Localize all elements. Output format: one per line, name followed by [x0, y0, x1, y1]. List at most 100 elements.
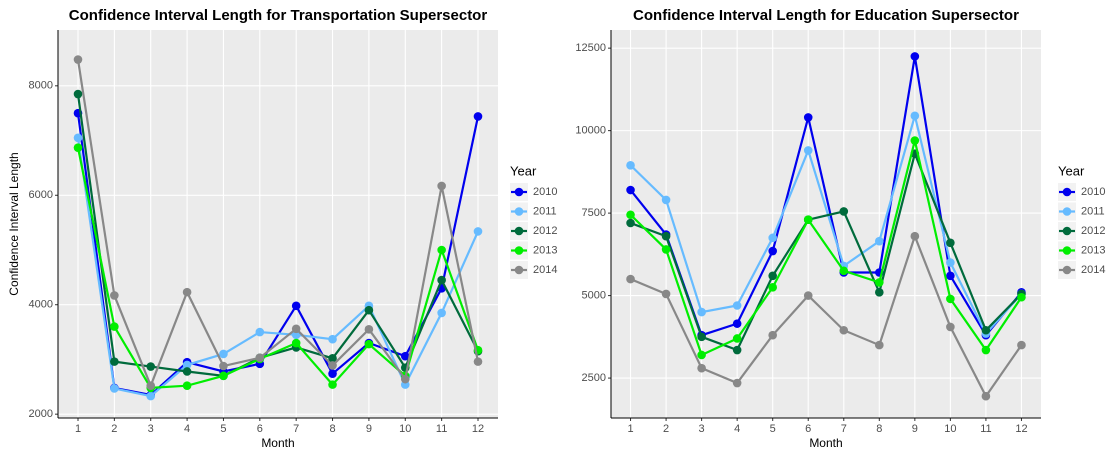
point	[697, 350, 706, 360]
y-tick-label: 2000	[29, 408, 53, 420]
point	[328, 369, 337, 378]
point	[364, 325, 374, 334]
x-tick-label: 7	[293, 423, 299, 435]
point	[291, 301, 301, 311]
legend-label: 2014	[533, 264, 557, 276]
point	[732, 334, 742, 343]
y-tick-label: 2500	[582, 372, 606, 384]
plot-background	[58, 30, 498, 418]
y-tick-label: 7500	[582, 207, 606, 219]
point	[697, 363, 706, 373]
point	[1017, 292, 1026, 302]
point	[73, 133, 83, 143]
x-tick-label: 9	[912, 423, 918, 435]
legend-point	[514, 226, 524, 236]
point	[910, 52, 920, 61]
plot-background	[611, 30, 1041, 418]
point	[732, 301, 742, 310]
x-tick-label: 3	[699, 423, 705, 435]
point	[110, 322, 119, 331]
point	[839, 207, 849, 216]
x-tick-label: 1	[75, 423, 81, 435]
point	[661, 195, 671, 205]
point	[910, 111, 920, 121]
point	[626, 218, 635, 228]
point	[768, 246, 777, 256]
x-tick-label: 12	[1015, 423, 1027, 435]
point	[697, 332, 706, 342]
x-axis-title: Month	[809, 436, 842, 450]
point	[146, 381, 156, 391]
legend-point	[1062, 246, 1072, 255]
y-tick-label: 10000	[575, 125, 606, 137]
point	[661, 289, 671, 299]
legend-point	[1062, 226, 1072, 236]
x-tick-label: 8	[876, 423, 882, 435]
point	[875, 236, 884, 246]
point	[437, 308, 446, 318]
point	[182, 381, 192, 391]
point	[626, 160, 635, 170]
point	[768, 330, 777, 340]
point	[219, 361, 228, 371]
legend-point	[514, 265, 524, 275]
legend-label: 2010	[533, 186, 557, 198]
x-tick-label: 11	[436, 423, 447, 435]
legend-title: Year	[510, 163, 537, 178]
point	[291, 324, 301, 334]
point	[219, 371, 228, 381]
point	[364, 305, 374, 315]
x-tick-label: 7	[841, 423, 847, 435]
point	[437, 181, 446, 191]
point	[400, 351, 410, 361]
legend-label: 2013	[533, 244, 557, 256]
point	[110, 357, 119, 366]
point	[946, 271, 955, 281]
point	[291, 338, 301, 348]
point	[437, 275, 446, 285]
point	[697, 307, 706, 317]
legend-title: Year	[1058, 163, 1085, 178]
point	[328, 361, 337, 370]
legend-label: 2014	[1081, 264, 1105, 276]
point	[768, 271, 777, 281]
legend-point	[514, 246, 524, 255]
x-tick-label: 1	[627, 423, 633, 435]
x-tick-label: 5	[220, 423, 226, 435]
series-line	[76, 137, 480, 398]
point	[803, 215, 813, 225]
point	[626, 210, 635, 220]
y-axis-title: Confidence Interval Length	[7, 152, 21, 295]
point	[473, 112, 483, 121]
point	[732, 319, 742, 328]
point	[981, 345, 991, 355]
y-tick-label: 8000	[29, 80, 53, 92]
series-line	[629, 140, 1023, 357]
series-line	[76, 147, 480, 390]
x-tick-label: 2	[111, 423, 117, 435]
point	[437, 245, 446, 255]
point	[328, 334, 337, 344]
point	[473, 357, 483, 366]
point	[839, 325, 849, 335]
point	[73, 143, 83, 152]
y-tick-label: 6000	[29, 189, 53, 201]
point	[768, 283, 777, 292]
x-tick-label: 12	[472, 423, 484, 435]
point	[732, 378, 742, 388]
point	[291, 330, 301, 340]
x-tick-label: 9	[366, 423, 372, 435]
point	[182, 287, 192, 297]
point	[182, 367, 192, 376]
series-line	[630, 150, 1023, 352]
x-tick-label: 3	[148, 423, 154, 435]
x-tick-label: 4	[734, 423, 740, 435]
point	[839, 266, 849, 276]
point	[255, 327, 265, 337]
point	[910, 136, 920, 145]
chart-title: Confidence Interval Length for Transport…	[69, 7, 488, 24]
point	[626, 274, 635, 284]
legend-label: 2013	[1081, 244, 1105, 256]
legend-label: 2011	[1081, 205, 1105, 217]
point	[803, 291, 813, 300]
